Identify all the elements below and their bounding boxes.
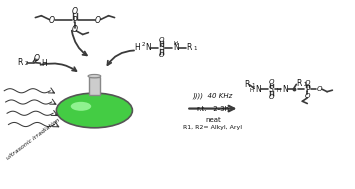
Text: H: H [42,59,47,68]
Bar [89,77,100,94]
Ellipse shape [56,93,132,128]
Text: O: O [159,53,164,58]
Text: 1: 1 [251,83,255,88]
FancyArrowPatch shape [72,31,87,55]
Text: N: N [282,85,288,94]
Text: 2: 2 [142,42,145,47]
Text: R: R [186,43,192,52]
Text: ))))  40 KHz: )))) 40 KHz [193,93,233,99]
Text: ultrasonic irradiation: ultrasonic irradiation [6,117,61,160]
Text: S: S [159,43,164,52]
Text: r.t.   2-3h: r.t. 2-3h [197,106,229,112]
Text: N: N [145,43,151,52]
Ellipse shape [71,102,91,111]
Text: H: H [174,41,178,46]
Text: O: O [305,93,310,99]
Text: O: O [72,7,78,16]
Text: neat: neat [205,117,221,123]
Text: O: O [72,25,78,34]
Text: S: S [269,85,274,94]
Text: O: O [34,54,40,63]
Text: O: O [268,79,274,85]
Text: R: R [244,80,249,89]
Text: P: P [73,16,77,25]
Text: N: N [173,43,179,52]
Text: R: R [17,58,23,67]
Text: R1, R2= Alkyl, Aryl: R1, R2= Alkyl, Aryl [184,125,242,130]
Text: N: N [255,85,261,94]
Text: 1: 1 [194,46,197,51]
Text: H: H [250,88,253,93]
Text: H: H [276,88,280,93]
Text: O: O [49,16,55,25]
Text: O: O [268,94,274,100]
Text: O: O [159,37,164,43]
Text: R: R [296,79,301,88]
FancyArrowPatch shape [108,50,134,65]
Text: 2: 2 [25,61,28,66]
Text: O: O [305,80,310,86]
Text: H: H [134,43,140,52]
Text: P: P [305,85,310,94]
Text: 2: 2 [304,82,307,87]
Ellipse shape [88,74,101,78]
Text: O: O [317,86,322,92]
FancyArrowPatch shape [40,63,76,71]
Text: O: O [95,16,101,25]
